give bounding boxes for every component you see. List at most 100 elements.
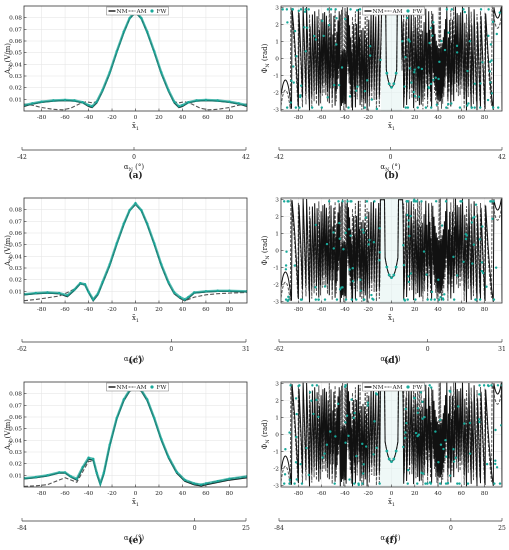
x-axis-label: x̃1 — [132, 497, 139, 508]
series-point-FW — [437, 77, 440, 81]
series-point-FW — [101, 88, 104, 92]
series-point-FW — [486, 98, 490, 102]
y-tick-label: 0.04 — [9, 438, 22, 444]
series-point-FW — [494, 428, 497, 432]
series-point-FW — [338, 237, 341, 240]
series-point-FW — [416, 482, 419, 485]
series-point-FW — [491, 106, 495, 109]
series-point-FW — [414, 431, 418, 435]
series-point-FW — [365, 200, 369, 203]
series-point-FW — [392, 82, 396, 86]
y-tick-label: 2 — [275, 399, 279, 405]
y-tick-label: 2 — [275, 215, 279, 221]
series-point-FW — [401, 40, 404, 43]
series-point-FW — [122, 30, 125, 33]
panel-label: (a) — [128, 170, 142, 181]
series-point-FW — [351, 280, 355, 283]
series-point-FW — [497, 106, 500, 109]
series-point-FW — [314, 38, 318, 41]
series-point-FW — [87, 456, 90, 460]
series-point-FW — [344, 421, 347, 424]
series-point-FW — [177, 105, 181, 108]
secondary-axis-label: αN (°) — [380, 355, 400, 365]
series-point-FW — [321, 456, 324, 459]
panel-label: (c) — [129, 355, 143, 366]
x-tick-label: -20 — [107, 307, 117, 313]
x-tick-label: 20 — [155, 307, 163, 313]
series-point-FW — [349, 8, 352, 11]
series-point-FW — [341, 200, 344, 203]
panel-a: -80 -60 -40 -20 0 20 40 60 80 0.01 0.02 0.03 0.04 0.0… — [4, 5, 250, 181]
series-point-FW — [300, 482, 304, 485]
series-point-FW — [407, 225, 410, 228]
series-point-FW — [183, 478, 186, 482]
y-tick-label: 0.01 — [9, 97, 22, 103]
panel-label: (e) — [128, 535, 142, 546]
series-point-FW — [342, 248, 345, 251]
legend-label-NM: NM — [373, 9, 384, 15]
y-tick-label: 0.07 — [9, 219, 22, 225]
y-tick-label: 0.06 — [9, 415, 22, 421]
series-point-FW — [412, 200, 415, 203]
series-point-FW — [482, 384, 486, 387]
series-point-FW — [473, 215, 476, 219]
series-point-FW — [429, 26, 433, 30]
x-axis-label: x̃1 — [132, 121, 139, 132]
y-tick-label: 1 — [275, 40, 279, 46]
secondary-axis-tick-label: 42 — [498, 154, 506, 161]
series-point-FW — [334, 435, 337, 438]
series-point-FW — [462, 8, 465, 11]
series-point-FW — [361, 482, 364, 485]
series-point-FW — [96, 292, 100, 295]
series-point-FW — [434, 200, 438, 203]
series-point-FW — [52, 99, 55, 102]
series-point-FW — [314, 223, 318, 227]
series-point-FW — [160, 263, 163, 266]
series-point-FW — [122, 398, 125, 401]
y-tick-label: -3 — [273, 107, 279, 113]
series-point-FW — [373, 200, 376, 203]
secondary-axis-label: αN (°) — [380, 534, 400, 544]
gridlines — [24, 198, 247, 303]
series-point-FW — [379, 58, 382, 62]
series-point-FW — [329, 430, 332, 433]
secondary-axis-tick-label: 0 — [449, 525, 453, 532]
series-point-FW — [429, 298, 433, 301]
series-point-FW — [289, 384, 292, 387]
x-axis-label: x̃1 — [388, 497, 395, 508]
series-point-FW — [491, 20, 495, 24]
series-point-FW — [102, 471, 106, 475]
series-point-FW — [283, 473, 287, 476]
series-point-FW — [493, 482, 496, 485]
series-point-FW — [75, 477, 79, 481]
series-point-FW — [358, 8, 362, 11]
series-point-FW — [420, 67, 424, 71]
series-point-FW — [303, 26, 306, 29]
series-point-FW — [181, 103, 184, 107]
series-point-FW — [495, 466, 499, 469]
phase-central-region — [379, 382, 404, 487]
series-point-FW — [187, 295, 190, 299]
legend-swatch-FW — [150, 385, 154, 389]
y-tick-label: 0.05 — [9, 243, 22, 249]
series-point-FW — [426, 482, 429, 485]
series-point-FW — [446, 481, 450, 485]
x-tick-label: 0 — [134, 115, 138, 121]
x-tick-label: 40 — [434, 115, 442, 121]
series-point-FW — [407, 275, 410, 278]
series-point-FW — [468, 421, 472, 425]
secondary-axis-label: αN (°) — [124, 163, 144, 173]
x-tick-label: -60 — [317, 491, 327, 497]
series-point-FW — [437, 460, 440, 464]
series-point-FW — [337, 200, 340, 203]
series-point-FW — [312, 412, 315, 416]
series-point-FW — [487, 8, 490, 11]
series-point-FW — [416, 407, 420, 410]
series-point-FW — [351, 267, 354, 270]
series-point-FW — [332, 83, 336, 87]
series-point-FW — [323, 452, 326, 455]
x-tick-label: -40 — [340, 307, 350, 313]
series-point-FW — [160, 71, 163, 74]
series-point-FW — [492, 200, 495, 203]
series-point-FW — [424, 482, 427, 485]
